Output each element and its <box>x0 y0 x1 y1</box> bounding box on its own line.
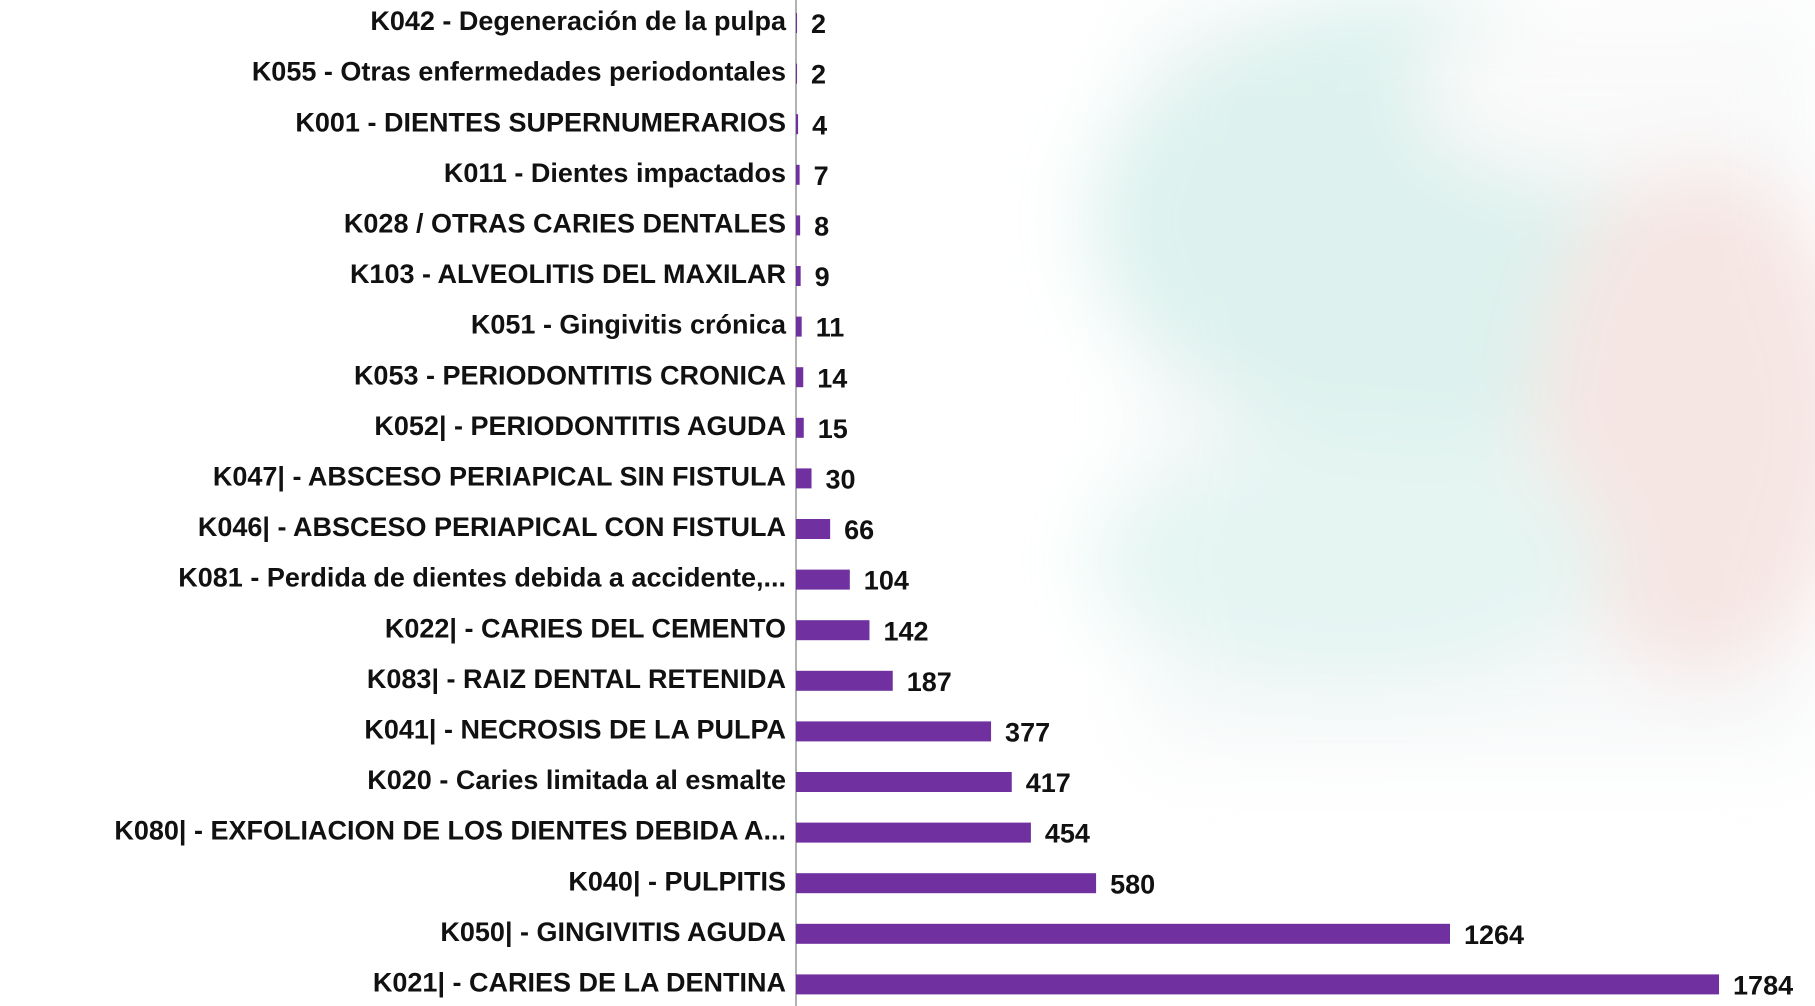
bar <box>796 64 797 84</box>
chart: K042 - Degeneración de la pulpa 2 K055 - O… <box>0 0 1815 1006</box>
bar <box>796 418 804 438</box>
value-label: 580 <box>1110 869 1155 899</box>
category-label: K011 - Dientes impactados <box>444 158 786 188</box>
category-label: K051 - Gingivitis crónica <box>471 310 787 340</box>
bar <box>796 924 1450 944</box>
value-label: 9 <box>815 262 830 292</box>
bar <box>796 317 802 337</box>
value-label: 1264 <box>1464 920 1524 950</box>
category-label: K046| - ABSCESO PERIAPICAL CON FISTULA <box>198 512 786 542</box>
bar <box>796 13 797 33</box>
value-label: 11 <box>816 313 845 343</box>
value-label: 8 <box>814 212 829 242</box>
bar <box>796 671 893 691</box>
value-label: 14 <box>817 363 847 393</box>
category-label: K042 - Degeneración de la pulpa <box>370 6 787 36</box>
bar <box>796 823 1031 843</box>
value-label: 30 <box>826 465 856 495</box>
bar <box>796 114 798 134</box>
value-label: 7 <box>814 161 829 191</box>
category-label: K083| - RAIZ DENTAL RETENIDA <box>367 664 786 694</box>
category-label: K081 - Perdida de dientes debida a accid… <box>178 563 786 593</box>
category-label: K028 / OTRAS CARIES DENTALES <box>344 209 786 239</box>
category-label: K041| - NECROSIS DE LA PULPA <box>364 715 786 745</box>
value-label: 2 <box>811 60 826 90</box>
value-label: 104 <box>864 566 909 596</box>
category-label: K103 - ALVEOLITIS DEL MAXILAR <box>350 259 786 289</box>
category-label: K080| - EXFOLIACION DE LOS DIENTES DEBID… <box>114 816 786 846</box>
category-label: K047| - ABSCESO PERIAPICAL SIN FISTULA <box>213 462 786 492</box>
value-label: 377 <box>1005 718 1050 748</box>
bar <box>796 620 869 640</box>
value-label: 142 <box>883 616 928 646</box>
value-label: 15 <box>818 414 848 444</box>
bar <box>796 468 812 488</box>
bar <box>796 570 850 590</box>
background-photo <box>1090 0 1815 760</box>
bar <box>796 165 800 185</box>
value-label: 187 <box>907 667 952 697</box>
category-label: K055 - Otras enfermedades periodontales <box>252 57 786 87</box>
page: {"chart_data": {"type": "bar", "orientat… <box>0 0 1815 1006</box>
category-label: K021| - CARIES DE LA DENTINA <box>373 968 786 998</box>
bar <box>796 772 1012 792</box>
bar <box>796 873 1096 893</box>
bar <box>796 974 1719 994</box>
category-label: K040| - PULPITIS <box>568 866 786 896</box>
value-label: 454 <box>1045 819 1090 849</box>
category-label: K050| - GINGIVITIS AGUDA <box>440 917 786 947</box>
bar <box>796 519 830 539</box>
value-label: 417 <box>1026 768 1071 798</box>
value-label: 2 <box>811 9 826 39</box>
bar <box>796 367 803 387</box>
bar <box>796 266 801 286</box>
bar <box>796 721 991 741</box>
category-label: K052| - PERIODONTITIS AGUDA <box>374 411 786 441</box>
bar <box>796 215 800 235</box>
value-label: 4 <box>812 110 827 140</box>
category-label: K020 - Caries limitada al esmalte <box>367 765 786 795</box>
category-label: K001 - DIENTES SUPERNUMERARIOS <box>295 107 786 137</box>
value-label: 1784 <box>1733 971 1793 1001</box>
category-label: K053 - PERIODONTITIS CRONICA <box>354 360 786 390</box>
value-label: 66 <box>844 515 874 545</box>
category-label: K022| - CARIES DEL CEMENTO <box>385 613 786 643</box>
